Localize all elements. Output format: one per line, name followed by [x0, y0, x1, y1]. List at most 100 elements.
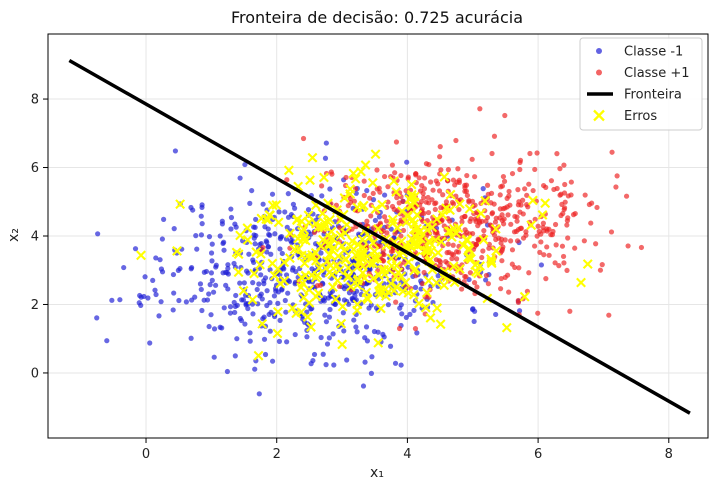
data-point — [387, 343, 394, 349]
data-point — [589, 200, 595, 206]
data-point — [538, 239, 544, 245]
data-point — [247, 338, 253, 344]
data-point — [498, 240, 504, 246]
data-point — [564, 222, 570, 228]
data-point — [276, 338, 283, 344]
error-marker — [302, 312, 313, 322]
data-point — [470, 306, 476, 312]
error-marker — [233, 267, 244, 278]
data-point — [543, 184, 549, 190]
data-point — [436, 257, 442, 264]
data-point — [351, 317, 357, 323]
error-marker — [445, 189, 456, 200]
data-point — [203, 268, 210, 275]
error-marker — [540, 198, 551, 209]
error-marker — [439, 280, 450, 291]
data-point — [385, 199, 391, 205]
data-point — [194, 246, 200, 252]
data-point — [220, 240, 226, 247]
data-point — [538, 262, 545, 268]
data-point — [285, 290, 291, 296]
data-point — [526, 270, 532, 276]
error-marker — [297, 226, 307, 237]
error-marker — [376, 284, 387, 295]
data-point — [368, 302, 374, 308]
data-point — [376, 214, 383, 220]
error-marker — [464, 252, 475, 263]
data-point — [520, 235, 527, 241]
data-point — [432, 201, 438, 207]
data-point — [418, 286, 424, 292]
data-point — [345, 203, 351, 209]
decision-boundary — [68, 59, 691, 415]
error-marker — [358, 200, 369, 211]
data-point — [508, 221, 514, 227]
error-marker — [396, 236, 407, 247]
error-marker — [386, 253, 397, 264]
data-point — [440, 192, 446, 198]
data-point — [532, 166, 538, 173]
data-point — [320, 351, 326, 357]
legend-label: Fronteira — [624, 88, 682, 103]
data-point — [330, 331, 336, 337]
data-point — [109, 297, 115, 303]
data-point — [486, 245, 492, 251]
data-point — [565, 235, 571, 241]
data-point — [220, 270, 226, 276]
data-point — [407, 311, 413, 317]
legend-marker — [593, 109, 605, 122]
data-point — [444, 250, 450, 256]
error-marker — [475, 261, 485, 271]
error-marker — [350, 173, 361, 184]
data-point — [506, 193, 512, 199]
error-marker — [291, 308, 302, 319]
data-point — [153, 291, 159, 298]
error-marker — [172, 245, 182, 256]
data-point — [283, 236, 290, 242]
y-tick-label: 0 — [31, 366, 39, 381]
data-point — [152, 287, 158, 293]
data-point — [264, 288, 270, 294]
data-point — [516, 308, 523, 314]
error-marker — [445, 226, 456, 237]
error-marker — [388, 176, 399, 187]
error-marker — [251, 247, 262, 258]
data-point — [430, 187, 436, 193]
error-marker — [480, 195, 491, 206]
data-point — [394, 195, 400, 201]
error-marker — [362, 294, 373, 305]
data-point — [481, 228, 487, 234]
data-point — [497, 206, 503, 212]
error-marker — [334, 265, 345, 276]
data-point — [443, 199, 450, 205]
data-point — [363, 324, 370, 330]
error-marker — [336, 318, 347, 329]
data-point — [420, 281, 426, 287]
data-point — [237, 175, 243, 181]
error-marker — [341, 219, 352, 230]
data-point — [479, 254, 485, 261]
data-point — [476, 218, 483, 224]
data-point — [398, 172, 404, 179]
data-point — [437, 154, 443, 160]
data-point — [277, 234, 284, 240]
data-point — [377, 243, 383, 249]
data-point — [142, 274, 148, 280]
data-point — [552, 221, 559, 228]
data-point — [362, 359, 368, 365]
data-point — [439, 217, 445, 223]
data-point — [500, 173, 507, 180]
data-point — [188, 204, 194, 211]
data-point — [327, 306, 333, 313]
data-point — [543, 276, 549, 282]
data-point — [188, 335, 194, 341]
data-point — [353, 190, 359, 196]
data-point — [429, 197, 435, 203]
data-point — [156, 313, 162, 319]
data-point — [171, 226, 177, 232]
data-point — [498, 275, 504, 282]
data-point — [404, 159, 410, 165]
error-marker — [421, 287, 432, 298]
data-point — [308, 306, 314, 312]
data-point — [376, 185, 382, 191]
